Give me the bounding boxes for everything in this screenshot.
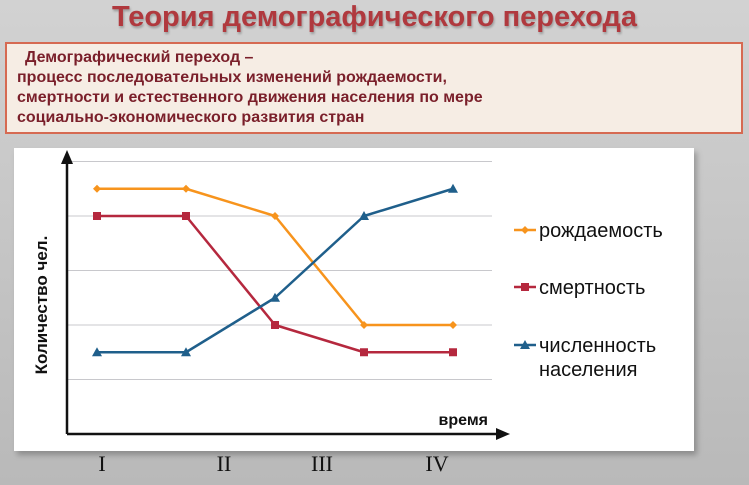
data-point bbox=[271, 321, 279, 329]
legend: рождаемость смертность численность населени… bbox=[514, 220, 663, 381]
x-axis-arrow bbox=[496, 428, 510, 440]
data-point bbox=[449, 348, 457, 357]
legend-label: численность населения bbox=[539, 335, 656, 381]
category-label: II bbox=[217, 451, 232, 476]
x-axis-label: время bbox=[439, 412, 488, 429]
data-point bbox=[182, 212, 190, 220]
category-label: III bbox=[311, 451, 333, 476]
legend-marker bbox=[520, 340, 530, 349]
category-label: I bbox=[98, 451, 105, 476]
legend-label: смертность bbox=[539, 277, 645, 299]
data-point bbox=[92, 347, 102, 357]
data-point bbox=[93, 184, 101, 193]
chart-panel bbox=[14, 148, 694, 451]
definition-text: процесс последовательных изменений рожда… bbox=[17, 69, 483, 126]
data-point bbox=[360, 321, 368, 329]
data-point bbox=[359, 211, 369, 220]
legend-label: рождаемость bbox=[539, 220, 663, 242]
legend-marker bbox=[521, 283, 529, 291]
y-axis-label: Количество чел. bbox=[32, 236, 51, 375]
definition-box: Демографический переход – процесс послед… bbox=[5, 42, 743, 134]
data-point bbox=[360, 348, 368, 357]
page-title: Теория демографического перехода bbox=[111, 1, 638, 33]
axes bbox=[61, 150, 510, 440]
series-group bbox=[92, 183, 458, 357]
data-point bbox=[448, 183, 458, 193]
category-label: IV bbox=[425, 451, 448, 476]
definition-term: Демографический переход – bbox=[25, 49, 254, 66]
data-point bbox=[93, 212, 101, 220]
data-point bbox=[271, 212, 279, 220]
data-point bbox=[182, 184, 190, 193]
data-point bbox=[181, 347, 191, 357]
y-axis-arrow bbox=[61, 150, 73, 164]
data-point bbox=[270, 292, 280, 302]
legend-marker bbox=[521, 226, 529, 234]
data-point bbox=[449, 321, 457, 329]
